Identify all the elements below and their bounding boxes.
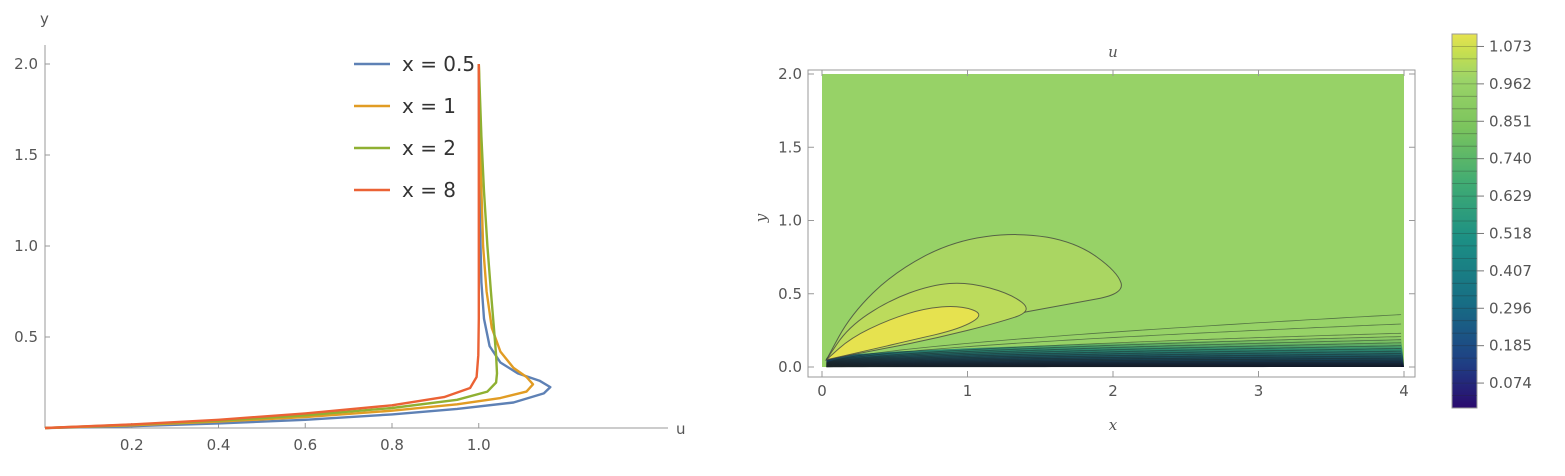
x-tick-label: 0.6 (293, 436, 317, 454)
contour-line (826, 339, 1402, 365)
colorbar-gradient (1451, 33, 1478, 409)
y-tick-label: 1.0 (14, 237, 38, 255)
colorbar-tick-label: 0.518 (1489, 224, 1532, 242)
colorbar-tick-label: 0.185 (1489, 337, 1532, 355)
contour-line (826, 361, 1402, 367)
contour-chart: u 0 1 2 3 4 0.0 0.5 1.0 1.5 2.0 x y 1.073 0.962 0.… (752, 33, 1532, 434)
colorbar-tick-label: 0.851 (1489, 112, 1532, 130)
contour-line (826, 332, 1402, 365)
series-line (44, 63, 552, 430)
x-tick-label: 0.8 (380, 436, 404, 454)
legend: x = 0.5 x = 1 x = 2 x = 8 (354, 52, 475, 202)
contour-line (826, 357, 1402, 367)
colorbar-tick-label: 0.629 (1489, 187, 1532, 205)
colorbar-tick-label: 0.962 (1489, 75, 1532, 93)
x-tick-label: 2 (1108, 382, 1118, 400)
legend-label: x = 1 (402, 94, 456, 118)
chart-title: u (1108, 43, 1118, 61)
contour-line (826, 365, 1402, 368)
legend-label: x = 0.5 (402, 52, 475, 76)
x-tick-label: 1 (963, 382, 973, 400)
y-tick-label: 2.0 (778, 65, 802, 83)
contour-line (826, 314, 1402, 364)
series-line (44, 63, 499, 430)
legend-label: x = 2 (402, 136, 456, 160)
series-line (44, 63, 535, 430)
x-tick-label: 4 (1399, 382, 1409, 400)
contour-line (826, 336, 1402, 365)
colorbar-tick-label: 0.740 (1489, 150, 1532, 168)
x-axis-label: u (676, 420, 686, 438)
contour-line (826, 359, 1402, 367)
contour-line (826, 348, 1402, 366)
contour-line (826, 353, 1402, 367)
y-tick-label: 1.5 (14, 146, 38, 164)
colorbar-tick-label: 0.074 (1489, 374, 1532, 392)
contour-line (826, 364, 1402, 368)
colorbar-tick-label: 0.407 (1489, 262, 1532, 280)
profile-chart: 0.2 0.4 0.6 0.8 1.0 0.5 1.0 1.5 2.0 u y x = 0.5… (14, 10, 685, 454)
contour-line (826, 362, 1402, 367)
legend-label: x = 8 (402, 178, 456, 202)
y-tick-label: 0.5 (14, 328, 38, 346)
contour-line (826, 350, 1402, 366)
y-tick-label: 2.0 (14, 55, 38, 73)
y-tick-label: 1.0 (778, 212, 802, 230)
colorbar-tick-label: 1.073 (1489, 37, 1532, 55)
contour-line (826, 342, 1402, 365)
x-tick-label: 0.4 (207, 436, 231, 454)
x-axis-label: x (1109, 416, 1118, 434)
colorbar: 1.073 0.962 0.851 0.740 0.629 0.518 0.407 0.296… (1451, 33, 1532, 409)
x-tick-label: 3 (1254, 382, 1264, 400)
y-axis-label: y (40, 10, 49, 28)
y-axis-label: y (752, 213, 770, 223)
colorbar-tick-label: 0.296 (1489, 299, 1532, 317)
x-tick-label: 1.0 (467, 436, 491, 454)
y-tick-label: 0.5 (778, 285, 802, 303)
contour-line (826, 355, 1402, 367)
contour-line (826, 345, 1402, 366)
y-tick-label: 1.5 (778, 138, 802, 156)
contour-line (826, 323, 1402, 364)
x-tick-label: 0 (817, 382, 827, 400)
contour-region (824, 306, 980, 361)
series-line (44, 64, 480, 430)
y-tick-label: 0.0 (778, 358, 802, 376)
x-tick-label: 0.2 (120, 436, 144, 454)
